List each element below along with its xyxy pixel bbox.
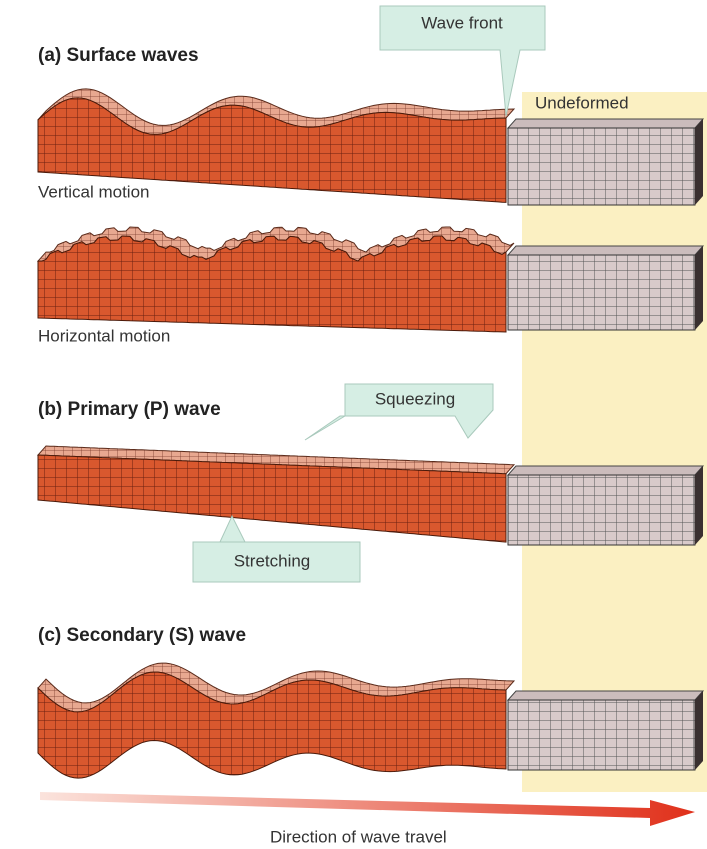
block-side [695, 119, 703, 205]
panel-label: Horizontal motion [38, 326, 170, 345]
squeezing-callout: Squeezing [305, 384, 493, 440]
page: Wave front Undeformed Squeezing Stretchi… [0, 0, 707, 849]
direction-arrow: Direction of wave travel [40, 792, 695, 846]
diagram: Wave front Undeformed Squeezing Stretchi… [0, 0, 707, 849]
block-side [695, 246, 703, 330]
undeformed-label: Undeformed [535, 93, 629, 112]
block-side [695, 466, 703, 545]
block-front [508, 255, 695, 330]
block-front [508, 475, 695, 545]
stretching-label: Stretching [234, 551, 311, 570]
block-top [508, 246, 703, 255]
wave-front-callout: Wave front [380, 6, 545, 116]
block-top [508, 691, 703, 700]
block-front [38, 236, 506, 332]
block-front [508, 700, 695, 770]
block-top [508, 466, 703, 475]
section-title: (c) Secondary (S) wave [38, 625, 246, 646]
block-front [508, 128, 695, 205]
block-top [508, 119, 703, 128]
block-side [695, 691, 703, 770]
section-title: (a) Surface waves [38, 45, 199, 66]
section-title: (b) Primary (P) wave [38, 399, 221, 420]
direction-label: Direction of wave travel [270, 827, 447, 846]
panel-label: Vertical motion [38, 182, 150, 201]
squeezing-label: Squeezing [375, 389, 455, 408]
arrow [40, 792, 695, 826]
wave-front-label: Wave front [421, 13, 503, 32]
